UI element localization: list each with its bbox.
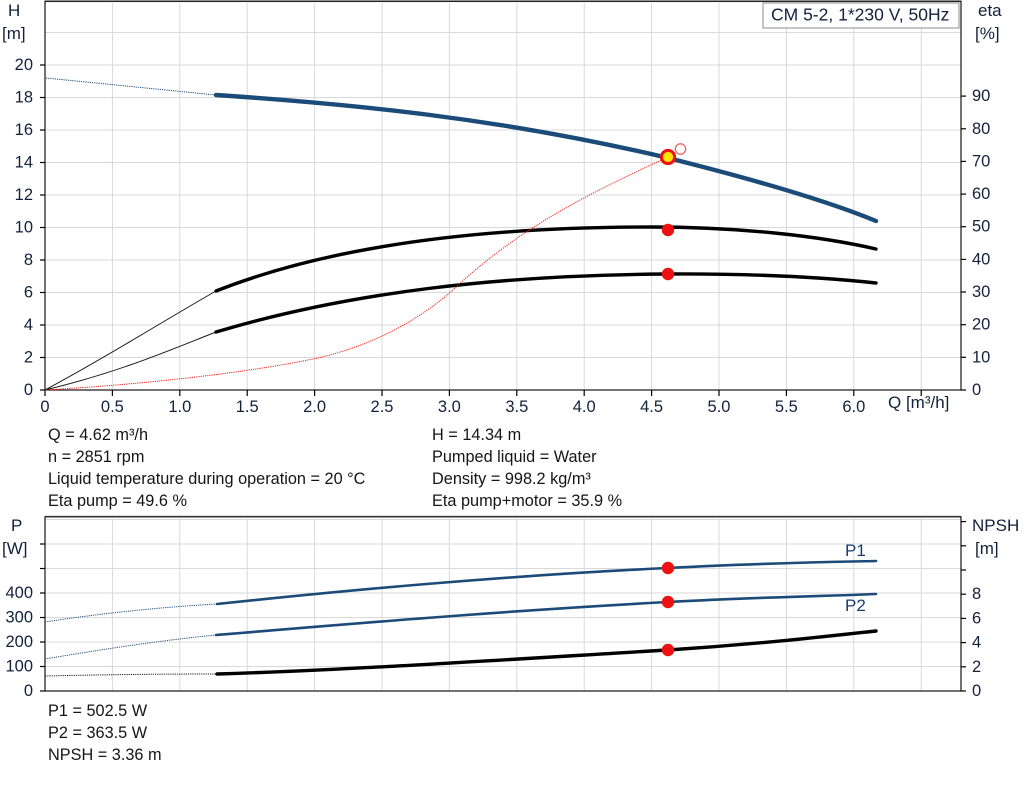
svg-text:n = 2851 rpm: n = 2851 rpm	[48, 448, 144, 466]
svg-text:[m]: [m]	[2, 24, 26, 43]
svg-text:30: 30	[972, 283, 990, 301]
svg-text:40: 40	[972, 250, 990, 268]
svg-text:NPSH: NPSH	[972, 516, 1019, 535]
svg-text:Liquid temperature during oper: Liquid temperature during operation = 20…	[48, 470, 366, 488]
svg-text:P1 = 502.5 W: P1 = 502.5 W	[48, 702, 148, 720]
svg-text:4.0: 4.0	[573, 398, 596, 416]
svg-text:5.5: 5.5	[775, 398, 798, 416]
svg-text:0: 0	[972, 682, 981, 700]
svg-text:2: 2	[24, 349, 33, 367]
svg-text:eta: eta	[978, 1, 1002, 20]
svg-text:Density = 998.2 kg/m³: Density = 998.2 kg/m³	[432, 470, 591, 488]
svg-text:3.5: 3.5	[505, 398, 528, 416]
svg-text:0: 0	[24, 682, 33, 700]
svg-text:Eta pump+motor = 35.9 %: Eta pump+motor = 35.9 %	[432, 492, 622, 510]
svg-text:[m]: [m]	[975, 539, 999, 558]
svg-text:0: 0	[40, 398, 49, 416]
svg-text:H: H	[8, 1, 20, 20]
svg-text:8: 8	[24, 251, 33, 269]
svg-text:20: 20	[972, 316, 990, 334]
svg-text:0: 0	[972, 381, 981, 399]
svg-text:14: 14	[15, 154, 33, 172]
svg-text:CM 5-2, 1*230 V, 50Hz: CM 5-2, 1*230 V, 50Hz	[771, 5, 949, 25]
svg-text:300: 300	[5, 609, 33, 627]
svg-text:100: 100	[5, 658, 33, 676]
svg-text:5.0: 5.0	[708, 398, 731, 416]
svg-text:2.0: 2.0	[303, 398, 326, 416]
svg-text:80: 80	[972, 120, 990, 138]
svg-text:16: 16	[15, 121, 33, 139]
svg-text:2: 2	[972, 658, 981, 676]
svg-text:6: 6	[972, 609, 981, 627]
svg-text:NPSH = 3.36 m: NPSH = 3.36 m	[48, 746, 162, 764]
svg-text:6.0: 6.0	[842, 398, 865, 416]
svg-text:P2: P2	[845, 596, 866, 615]
svg-text:1.5: 1.5	[236, 398, 259, 416]
svg-text:P1: P1	[845, 541, 866, 560]
svg-text:4.5: 4.5	[640, 398, 663, 416]
svg-text:20: 20	[15, 56, 33, 74]
svg-text:400: 400	[5, 584, 33, 602]
svg-text:0.5: 0.5	[101, 398, 124, 416]
svg-text:70: 70	[972, 152, 990, 170]
svg-text:Q [m³/h]: Q [m³/h]	[888, 393, 949, 412]
svg-text:[%]: [%]	[975, 24, 1000, 43]
svg-text:90: 90	[972, 87, 990, 105]
svg-text:50: 50	[972, 218, 990, 236]
svg-text:Q = 4.62 m³/h: Q = 4.62 m³/h	[48, 426, 148, 444]
svg-text:6: 6	[24, 284, 33, 302]
svg-text:0: 0	[24, 381, 33, 399]
svg-text:P2 = 363.5 W: P2 = 363.5 W	[48, 724, 148, 742]
svg-text:10: 10	[15, 219, 33, 237]
svg-text:8: 8	[972, 585, 981, 603]
svg-text:200: 200	[5, 633, 33, 651]
svg-text:H = 14.34 m: H = 14.34 m	[432, 426, 521, 444]
svg-text:18: 18	[15, 89, 33, 107]
svg-text:Pumped liquid = Water: Pumped liquid = Water	[432, 448, 597, 466]
svg-text:Eta pump = 49.6 %: Eta pump = 49.6 %	[48, 492, 187, 510]
svg-text:4: 4	[972, 634, 981, 652]
svg-text:3.0: 3.0	[438, 398, 461, 416]
svg-text:1.0: 1.0	[168, 398, 191, 416]
svg-text:60: 60	[972, 185, 990, 203]
svg-text:2.5: 2.5	[371, 398, 394, 416]
svg-text:4: 4	[24, 316, 33, 334]
svg-text:[W]: [W]	[2, 539, 28, 558]
svg-text:10: 10	[972, 348, 990, 366]
svg-text:P: P	[11, 516, 22, 535]
svg-text:12: 12	[15, 186, 33, 204]
